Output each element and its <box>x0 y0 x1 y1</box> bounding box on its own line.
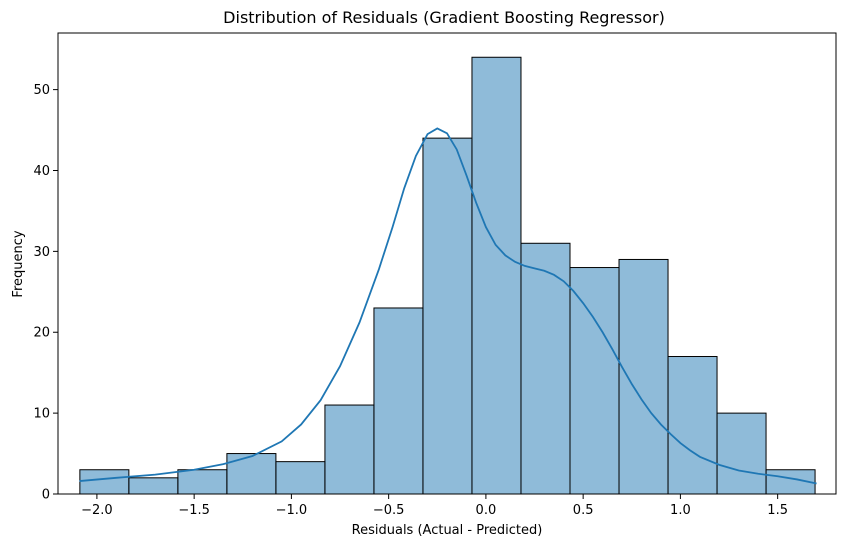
plot-area <box>79 56 817 495</box>
y-tick-label: 30 <box>33 245 50 260</box>
x-axis-label: Residuals (Actual - Predicted) <box>352 523 543 538</box>
histogram-bar <box>226 453 277 495</box>
x-tick-label: 1.0 <box>670 503 691 518</box>
histogram-bar <box>520 242 571 495</box>
y-tick-label: 20 <box>33 326 50 341</box>
x-tick-label: −1.5 <box>178 503 210 518</box>
x-tick-label: 1.5 <box>767 503 788 518</box>
x-tick-label: −2.0 <box>81 503 113 518</box>
y-tick-label: 50 <box>33 83 50 98</box>
y-tick-label: 40 <box>33 164 50 179</box>
histogram-bar <box>128 477 179 495</box>
y-tick-label: 10 <box>33 407 50 422</box>
histogram-bar <box>618 258 669 495</box>
x-tick-label: −1.0 <box>276 503 308 518</box>
x-axis-ticks: −2.0 −1.5 −1.0 −0.5 0.0 0.5 1.0 1.5 <box>81 494 788 518</box>
chart-title: Distribution of Residuals (Gradient Boos… <box>223 8 665 27</box>
histogram-bar <box>324 404 375 495</box>
x-tick-label: −0.5 <box>373 503 405 518</box>
histogram-bar <box>422 137 473 495</box>
histogram-bar <box>569 267 620 495</box>
histogram-bar <box>79 469 130 495</box>
x-tick-label: 0.5 <box>573 503 594 518</box>
axes-frame <box>57 32 837 495</box>
histogram-bar <box>716 412 767 495</box>
histogram-bar <box>373 307 424 495</box>
histogram-bar <box>667 356 718 495</box>
histogram-bar <box>177 469 228 495</box>
x-tick-label: 0.0 <box>476 503 497 518</box>
kde-curve <box>79 127 817 485</box>
histogram-bar <box>471 56 522 495</box>
y-axis-ticks: 0 10 20 30 40 50 <box>33 83 58 503</box>
histogram-bar <box>275 461 326 495</box>
y-tick-label: 0 <box>42 488 50 503</box>
y-axis-label: Frequency <box>11 230 26 297</box>
